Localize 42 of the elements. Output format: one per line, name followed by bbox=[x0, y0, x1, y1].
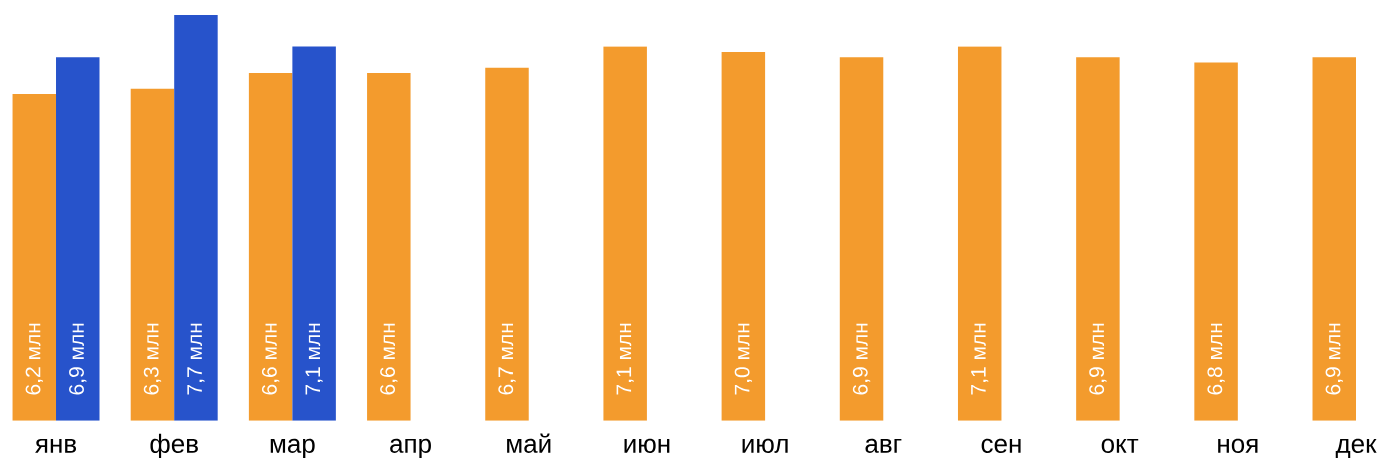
x-tick-label: июл bbox=[742, 438, 788, 453]
bar bbox=[292, 46, 336, 421]
x-tick-label: окт bbox=[1101, 438, 1139, 453]
x-tick-label: сен bbox=[981, 438, 1021, 453]
bar bbox=[12, 94, 57, 421]
data-label: 7,7 млн bbox=[187, 323, 205, 395]
x-tick-label: авг bbox=[865, 438, 902, 453]
bar bbox=[56, 57, 100, 421]
data-label: 6,6 млн bbox=[380, 323, 398, 395]
data-label: 6,6 млн bbox=[261, 323, 280, 395]
bar bbox=[1194, 62, 1238, 421]
data-label: 6,9 млн bbox=[852, 323, 871, 395]
data-label: 6,8 млн bbox=[1207, 323, 1225, 395]
bar bbox=[957, 46, 1002, 421]
bar bbox=[721, 51, 766, 421]
x-tick-label: мар bbox=[270, 438, 315, 459]
x-tick-label: апр bbox=[390, 438, 431, 459]
bar bbox=[367, 72, 411, 421]
bar bbox=[1312, 57, 1356, 421]
bar bbox=[130, 88, 175, 421]
x-tick-label: фев bbox=[150, 433, 198, 459]
data-label: 6,9 млн bbox=[1325, 323, 1343, 395]
bar bbox=[603, 46, 647, 421]
x-tick-label: ноя bbox=[1218, 438, 1258, 453]
bar bbox=[485, 67, 529, 421]
x-tick-label: дек bbox=[1335, 438, 1377, 458]
x-tick-label: июн bbox=[624, 438, 670, 453]
data-label: 7,0 млн bbox=[734, 323, 753, 395]
data-label: 6,9 млн bbox=[1089, 323, 1107, 395]
bar bbox=[839, 57, 884, 421]
x-tick-label: май bbox=[507, 433, 551, 453]
bar bbox=[248, 72, 293, 421]
data-label: 7,1 млн bbox=[305, 323, 323, 395]
data-label: 7,1 млн bbox=[971, 323, 989, 395]
data-label: 7,1 млн bbox=[616, 323, 634, 395]
data-label: 6,2 млн bbox=[25, 323, 43, 395]
bar bbox=[174, 15, 218, 421]
x-tick-label: янв bbox=[35, 438, 77, 453]
data-label: 6,9 млн bbox=[69, 323, 87, 395]
data-label: 6,3 млн bbox=[143, 323, 162, 395]
data-label: 6,7 млн bbox=[498, 323, 516, 395]
bar bbox=[1076, 57, 1120, 421]
